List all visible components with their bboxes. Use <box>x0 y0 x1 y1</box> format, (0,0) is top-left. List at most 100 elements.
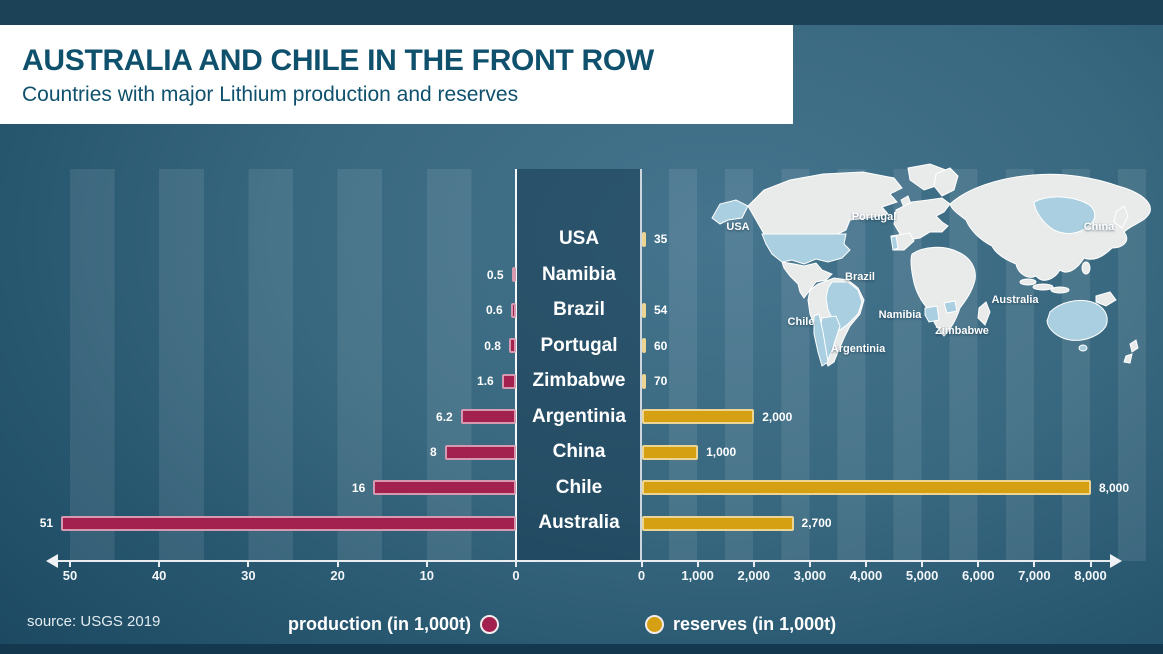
reserves-dot-icon <box>645 614 664 634</box>
page-subtitle: Countries with major Lithium production … <box>22 83 519 106</box>
country-label-australia: Australia <box>538 512 620 533</box>
production-value-namibia: 0.5 <box>486 267 504 282</box>
map-land-philippines <box>1081 261 1091 275</box>
legend-production-label: production (in 1,000t) <box>288 613 472 634</box>
world-map-svg <box>711 163 1151 367</box>
map-country-usa <box>761 233 851 265</box>
production-bar-china <box>444 444 516 460</box>
axis-tick <box>865 561 867 567</box>
map-label-china: China <box>1083 221 1115 233</box>
axis-tick <box>696 561 699 567</box>
axis-tick-label: 30 <box>241 568 256 583</box>
axis-tick <box>425 561 428 567</box>
reserves-bar-brazil <box>642 302 646 318</box>
map-country-usa-alaska <box>711 199 749 225</box>
axis-arrow-left-icon <box>46 554 58 568</box>
country-label-chile: Chile <box>555 476 603 498</box>
axis-tick-label: 0 <box>512 568 520 583</box>
reserves-bar-chile <box>642 480 1091 495</box>
axis-tick-label: 1,000 <box>681 568 714 583</box>
axis-tick-label: 7,000 <box>1018 568 1051 583</box>
map-country-australia-tasmania <box>1078 344 1088 352</box>
axis-tick-label: 5,000 <box>905 568 939 583</box>
map-labels: USA Portugal China Brazil Chile Namibia Argent… <box>698 160 1163 395</box>
reserves-bar-australia <box>642 515 794 531</box>
axis-tick <box>515 561 517 567</box>
production-value-zimbabwe: 1.6 <box>477 374 494 388</box>
map-label-chile: Chile <box>787 316 815 328</box>
country-label-zimbabwe: Zimbabwe <box>532 370 626 391</box>
axis-tick <box>1089 561 1092 567</box>
axis-tick-label: 6,000 <box>961 568 995 583</box>
map-country-portugal <box>890 235 899 251</box>
axis-tick-label: 2,000 <box>737 568 771 583</box>
map-label-argentinia: Argentinia <box>830 343 886 355</box>
map-country-namibia <box>924 305 940 323</box>
legend-reserves-label: reserves (in 1,000t) <box>673 613 837 634</box>
map-land-japan <box>1113 205 1129 229</box>
reserves-value-argentinia: 2,000 <box>762 409 793 424</box>
map-land-madagascar <box>977 301 991 326</box>
production-value-australia: 51 <box>39 516 54 530</box>
map-label-zimbabwe: Zimbabwe <box>935 325 989 337</box>
map-country-china <box>1033 196 1096 234</box>
country-label-argentinia: Argentinia <box>532 405 626 427</box>
production-bar-chile <box>373 480 516 495</box>
map-label-usa: USA <box>726 221 750 233</box>
reserves-value-usa: 35 <box>654 232 668 246</box>
axis-tick <box>247 561 250 567</box>
country-label-china: China <box>552 441 606 462</box>
source-label: source: USGS 2019 <box>27 613 161 630</box>
axis-tick <box>336 561 339 567</box>
axis-tick <box>69 561 71 567</box>
country-name-band <box>517 169 641 561</box>
map-label-namibia: Namibia <box>878 309 922 321</box>
axis-tick <box>977 561 980 567</box>
map-country-australia <box>1046 299 1108 341</box>
map-land-scandinavia <box>933 167 959 197</box>
axis-tick <box>158 561 161 567</box>
map-land-new-guinea <box>1095 291 1117 307</box>
left-axis-zero-line <box>515 169 517 561</box>
reserves-bar-zimbabwe <box>642 373 646 389</box>
production-bar-namibia <box>511 267 516 282</box>
production-value-portugal: 0.8 <box>484 338 501 353</box>
production-value-chile: 16 <box>351 480 366 495</box>
reserves-value-portugal: 60 <box>654 338 668 353</box>
axis-tick-label: 8,000 <box>1074 568 1107 583</box>
axis-tick-label: 4,000 <box>849 568 883 583</box>
map-land-indonesia <box>1019 278 1037 286</box>
axis-tick-label: 0 <box>637 568 646 583</box>
world-map <box>698 160 1163 395</box>
legend-reserves: reserves (in 1,000t) <box>645 612 836 636</box>
axis-tick-label: 3,000 <box>793 568 827 583</box>
x-axis-line <box>58 560 1110 562</box>
page-title: AUSTRALIA AND CHILE IN THE FRONT ROW <box>22 44 654 77</box>
production-dot-icon <box>480 614 500 634</box>
header-box: AUSTRALIA AND CHILE IN THE FRONT ROW Cou… <box>0 25 793 124</box>
axis-arrow-right-icon <box>1110 554 1122 568</box>
production-bar-zimbabwe <box>501 373 516 389</box>
axis-tick-label: 50 <box>62 568 78 583</box>
map-country-chile <box>813 313 829 367</box>
axis-tick-label: 10 <box>419 568 435 583</box>
reserves-value-zimbabwe: 70 <box>654 374 668 388</box>
reserves-value-china: 1,000 <box>706 445 737 459</box>
bottom-strip <box>0 644 1163 654</box>
reserves-bar-china <box>642 444 699 460</box>
map-land-africa <box>910 246 976 337</box>
left-grid-bands <box>70 169 516 561</box>
right-axis-zero-line <box>640 169 642 561</box>
map-land-indonesia <box>1032 283 1054 291</box>
production-value-brazil: 0.6 <box>485 303 503 317</box>
map-land-new-zealand <box>1123 353 1133 364</box>
reserves-value-australia: 2,700 <box>801 516 832 530</box>
reserves-value-chile: 8,000 <box>1099 480 1130 495</box>
map-land-central-america <box>781 261 833 299</box>
production-value-argentinia: 6.2 <box>436 409 453 424</box>
reserves-bar-usa <box>642 231 646 247</box>
production-bar-brazil <box>510 302 516 318</box>
reserves-bar-portugal <box>642 338 646 353</box>
map-country-zimbabwe <box>943 300 958 314</box>
